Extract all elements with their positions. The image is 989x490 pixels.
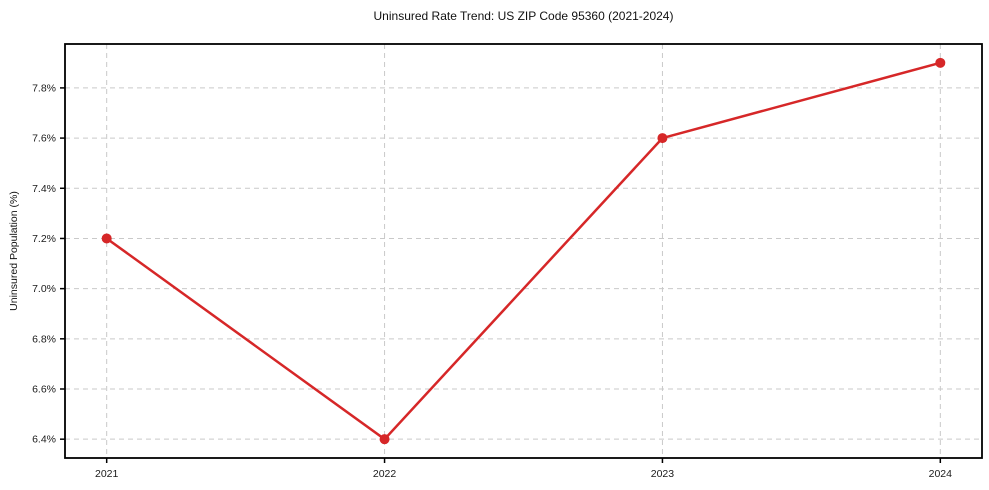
x-tick-label: 2021 [95,468,119,480]
x-tick-label: 2024 [929,468,953,480]
chart-title: Uninsured Rate Trend: US ZIP Code 95360 … [373,9,674,23]
data-point-marker [101,233,112,244]
trend-line [105,61,941,441]
data-point-marker [379,434,390,445]
y-tick-label: 7.4% [32,183,56,195]
data-point-marker [935,57,946,68]
y-tick-label: 7.0% [32,283,56,295]
y-tick-label: 7.6% [32,133,56,145]
y-tick-label: 6.4% [32,434,56,446]
x-tick-label: 2023 [651,468,675,480]
data-point-marker [657,133,668,144]
y-tick-label: 6.6% [32,384,56,396]
y-tick-label: 7.8% [32,82,56,94]
x-tick-label: 2022 [373,468,397,480]
plot-frame [64,43,983,459]
y-tick-label: 7.2% [32,233,56,245]
y-tick-label: 6.8% [32,333,56,345]
